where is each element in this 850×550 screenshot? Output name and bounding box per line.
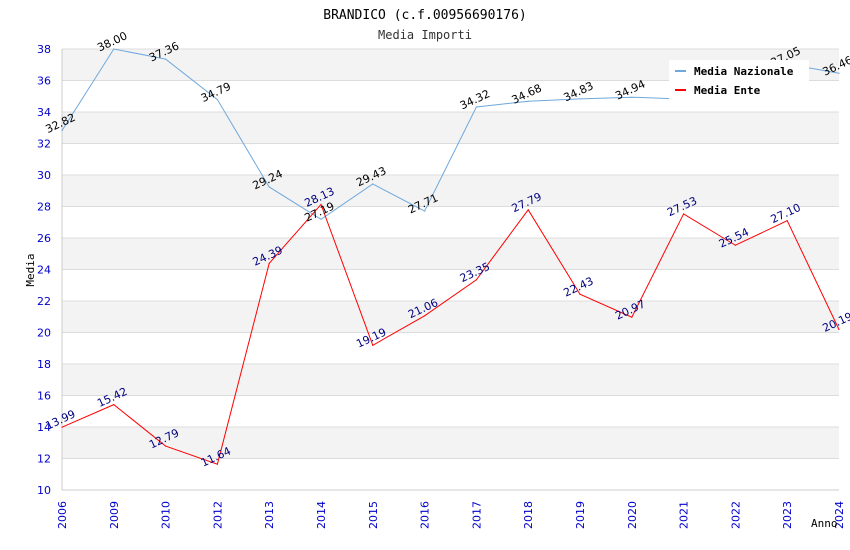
y-tick-label: 24 (37, 264, 51, 277)
y-tick-label: 34 (37, 106, 51, 119)
legend-entry: Media Ente (694, 84, 761, 97)
x-tick-label: 2024 (833, 501, 846, 529)
grid-band (62, 238, 839, 270)
y-tick-label: 30 (37, 169, 51, 182)
y-tick-label: 32 (37, 138, 51, 151)
data-point (475, 106, 477, 108)
x-tick-label: 2015 (367, 501, 380, 529)
y-tick-label: 26 (37, 232, 51, 245)
x-tick-label: 2018 (522, 501, 535, 529)
data-point (424, 315, 426, 317)
gridlines (61, 48, 839, 491)
data-point (579, 98, 581, 100)
data-point (165, 445, 167, 447)
y-tick-label: 28 (37, 201, 51, 214)
x-tick-label: 2010 (160, 501, 173, 529)
data-point (216, 98, 218, 101)
data-point (61, 129, 63, 132)
grid-band (62, 175, 839, 207)
data-point (113, 48, 115, 50)
data-point (631, 316, 633, 318)
data-point (631, 96, 633, 98)
y-tick-label: 10 (37, 484, 51, 497)
grid-band (62, 427, 839, 459)
grid-band (62, 395, 839, 427)
data-point (372, 183, 374, 185)
data-point (527, 209, 529, 211)
data-point (61, 426, 63, 428)
grid-band (62, 364, 839, 396)
data-point (734, 244, 737, 246)
y-tick-label: 36 (37, 75, 51, 88)
y-axis-ticks: 10 12 14 16 18 20 22 24 26 28 30 32 34 36 38 (37, 43, 51, 497)
grid-band (62, 112, 839, 144)
x-axis-ticks: 2006 2009 2010 2012 2013 2014 2015 2016 2017 2018… (56, 501, 846, 529)
y-tick-label: 14 (37, 421, 51, 434)
data-point (424, 210, 426, 212)
data-point (838, 72, 840, 74)
data-point (786, 220, 788, 222)
y-tick-label: 16 (37, 390, 51, 403)
series-line-media-ente (61, 203, 840, 465)
x-tick-label: 2021 (678, 501, 691, 529)
chart-title: BRANDICO (c.f.00956690176) (323, 8, 527, 23)
y-tick-label: 18 (37, 358, 51, 371)
data-point (579, 293, 581, 295)
grid-band (62, 332, 839, 364)
x-tick-label: 2022 (729, 501, 742, 529)
data-point (320, 218, 322, 220)
y-tick-label: 12 (37, 453, 51, 466)
x-tick-label: 2013 (263, 501, 276, 529)
legend-entry: Media Nazionale (694, 65, 794, 78)
x-tick-label: 2020 (626, 501, 639, 529)
x-tick-label: 2006 (56, 501, 69, 529)
x-tick-label: 2023 (781, 501, 794, 529)
grid-band (62, 269, 839, 301)
data-point (268, 186, 270, 188)
x-tick-label: 2019 (574, 501, 587, 529)
x-tick-label: 2016 (419, 501, 432, 529)
data-point (475, 279, 477, 281)
data-point (683, 213, 685, 215)
data-point (527, 100, 529, 102)
data-point (320, 203, 322, 206)
grid-band (62, 458, 839, 490)
y-tick-label: 20 (37, 327, 51, 340)
x-tick-label: 2012 (211, 501, 224, 529)
chart-subtitle: Media Importi (378, 28, 472, 42)
y-tick-label: 38 (37, 43, 51, 56)
x-tick-label: 2009 (108, 501, 121, 529)
x-tick-label: 2017 (470, 501, 483, 529)
data-point (838, 328, 840, 331)
y-tick-label: 22 (37, 295, 51, 308)
x-axis-label: Anno (811, 517, 838, 530)
y-axis-label: Media (24, 253, 37, 286)
data-point (216, 463, 218, 465)
x-tick-label: 2014 (315, 501, 328, 529)
legend-box (669, 60, 809, 100)
data-point (165, 58, 167, 60)
data-point (113, 404, 115, 406)
legend: Media Nazionale Media Ente (669, 60, 809, 100)
data-point (372, 344, 374, 346)
grid-band (62, 206, 839, 238)
grid-band (62, 301, 839, 333)
data-point (268, 262, 270, 264)
